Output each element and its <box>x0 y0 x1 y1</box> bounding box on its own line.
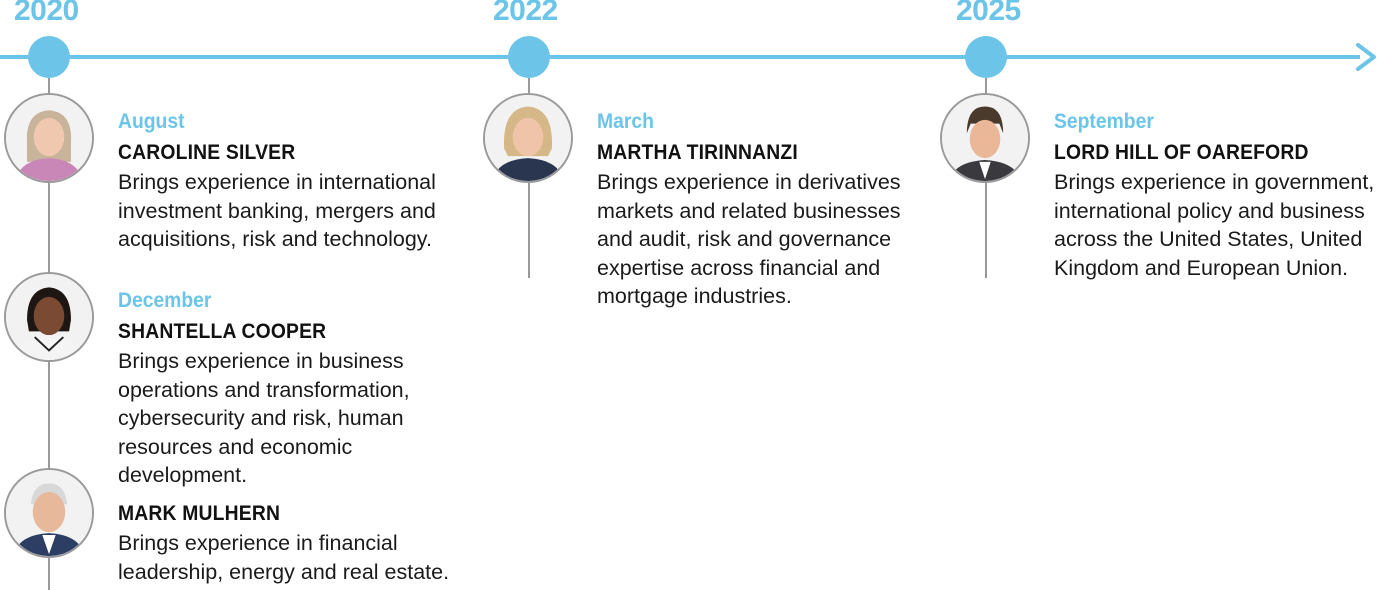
year-label-2022: 2022 <box>493 0 558 27</box>
timeline-marker-2025 <box>965 36 1007 78</box>
timeline-entry: September LORD HILL OF OAREFORD Brings e… <box>1054 110 1380 282</box>
entry-name: SHANTELLA COOPER <box>118 320 327 343</box>
avatar-martha-tirinnanzi <box>483 93 573 183</box>
avatar-lord-hill <box>940 93 1030 183</box>
entry-description: Brings experience in international inves… <box>118 170 436 252</box>
entry-month: September <box>1054 110 1154 133</box>
timeline-marker-2020 <box>28 36 70 78</box>
entry-month: August <box>118 110 185 133</box>
entry-name: CAROLINE SILVER <box>118 141 296 164</box>
arrow-right-icon <box>1356 43 1376 71</box>
entry-name: MARK MULHERN <box>118 502 281 525</box>
entry-description: Brings experience in derivatives markets… <box>597 170 901 309</box>
avatar-caroline-silver <box>4 93 94 183</box>
timeline-entry: December SHANTELLA COOPER Brings experie… <box>118 289 448 490</box>
timeline-marker-2022 <box>508 36 550 78</box>
entry-name: MARTHA TIRINNANZI <box>597 141 798 164</box>
entry-description: Brings experience in financial leadershi… <box>118 531 450 584</box>
avatar-shantella-cooper <box>4 272 94 362</box>
entry-description: Brings experience in government, interna… <box>1054 170 1375 280</box>
timeline-entry: August CAROLINE SILVER Brings experience… <box>118 110 478 254</box>
year-label-2025: 2025 <box>956 0 1021 27</box>
timeline-entry: MARK MULHERN Brings experience in financ… <box>118 501 478 586</box>
year-label-2020: 2020 <box>14 0 79 27</box>
timeline-entry: March MARTHA TIRINNANZI Brings experienc… <box>597 110 937 311</box>
entry-month: March <box>597 110 654 133</box>
entry-month: December <box>118 289 212 312</box>
entry-name: LORD HILL OF OAREFORD <box>1054 141 1309 164</box>
timeline-axis <box>0 55 1360 59</box>
entry-description: Brings experience in business operations… <box>118 349 410 488</box>
avatar-mark-mulhern <box>4 468 94 558</box>
